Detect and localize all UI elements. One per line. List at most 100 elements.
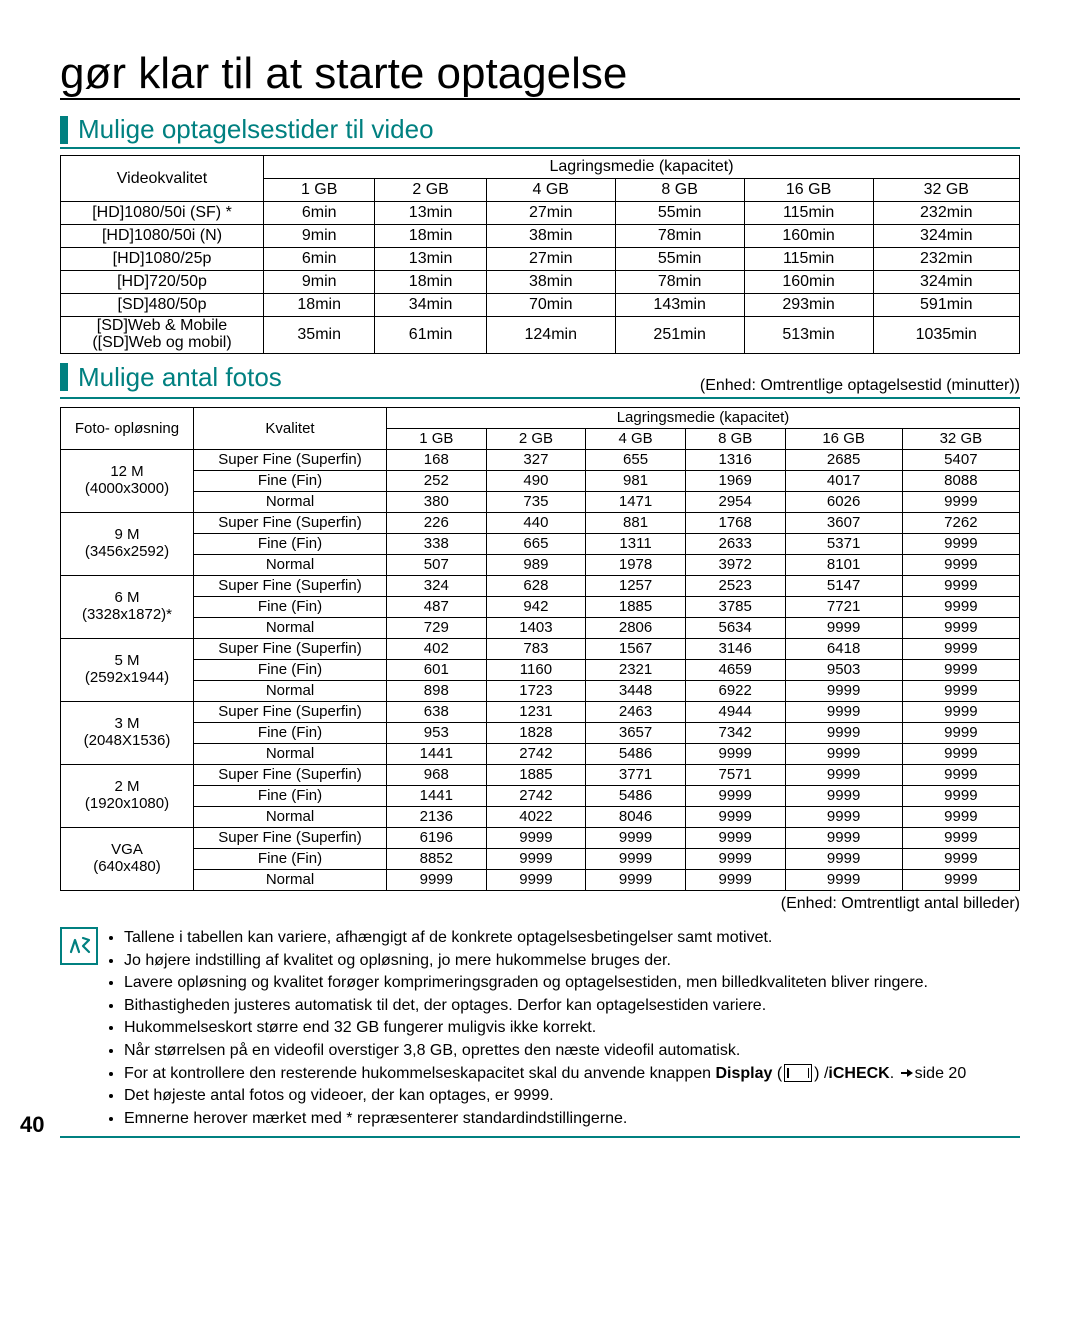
video-quality-cell: [HD]1080/50i (SF) * xyxy=(61,202,264,225)
photo-count-cell: 7342 xyxy=(685,722,785,743)
photo-count-cell: 665 xyxy=(486,533,586,554)
storage-header: Lagringsmedie (kapacitet) xyxy=(264,156,1020,179)
photo-count-cell: 5371 xyxy=(785,533,902,554)
quality-cell: Normal xyxy=(194,491,387,512)
photo-count-cell: 168 xyxy=(387,449,487,470)
photo-count-cell: 9999 xyxy=(902,617,1019,638)
video-heading-text: Mulige optagelsestider til video xyxy=(78,114,434,145)
photo-count-cell: 226 xyxy=(387,512,487,533)
photo-count-cell: 4022 xyxy=(486,806,586,827)
photo-count-cell: 9999 xyxy=(785,764,902,785)
page-title: gør klar til at starte optagelse xyxy=(60,50,1020,100)
photo-res-header: Foto- opløsning xyxy=(61,407,194,449)
video-time-cell: 78min xyxy=(615,225,744,248)
photo-count-cell: 9999 xyxy=(685,785,785,806)
quality-header: Kvalitet xyxy=(194,407,387,449)
photo-count-cell: 487 xyxy=(387,596,487,617)
info-bullet: Emnerne herover mærket med * repræsenter… xyxy=(124,1108,1020,1130)
video-time-cell: 115min xyxy=(744,202,873,225)
info-box: Tallene i tabellen kan variere, afhængig… xyxy=(60,927,1020,1130)
photo-count-cell: 4017 xyxy=(785,470,902,491)
photo-count-cell: 402 xyxy=(387,638,487,659)
photo-count-cell: 638 xyxy=(387,701,487,722)
photo-count-cell: 440 xyxy=(486,512,586,533)
photo-count-cell: 1978 xyxy=(586,554,686,575)
photo-count-cell: 1723 xyxy=(486,680,586,701)
quality-cell: Fine (Fin) xyxy=(194,785,387,806)
video-time-cell: 9min xyxy=(264,225,375,248)
video-quality-cell: [HD]1080/50i (N) xyxy=(61,225,264,248)
display-rect-icon xyxy=(784,1064,812,1082)
quality-cell: Fine (Fin) xyxy=(194,722,387,743)
info-bullet: Når størrelsen på en videofil overstiger… xyxy=(124,1040,1020,1062)
photo-res-cell: 6 M(3328x1872)* xyxy=(61,575,194,638)
capacity-header: 1 GB xyxy=(387,428,487,449)
photo-count-cell: 6026 xyxy=(785,491,902,512)
photo-count-cell: 1231 xyxy=(486,701,586,722)
info-bullet: Hukommelseskort større end 32 GB fungere… xyxy=(124,1017,1020,1039)
photo-count-cell: 9999 xyxy=(902,869,1019,890)
heading-bar-icon xyxy=(60,363,68,391)
photo-count-cell: 9999 xyxy=(902,659,1019,680)
video-quality-cell: [SD]480/50p xyxy=(61,294,264,317)
photo-count-cell: 1160 xyxy=(486,659,586,680)
photo-count-cell: 9999 xyxy=(902,596,1019,617)
photo-res-cell: 9 M(3456x2592) xyxy=(61,512,194,575)
photo-count-cell: 2742 xyxy=(486,743,586,764)
photo-count-cell: 9999 xyxy=(902,764,1019,785)
photo-count-cell: 783 xyxy=(486,638,586,659)
photo-count-cell: 6922 xyxy=(685,680,785,701)
photo-count-cell: 1828 xyxy=(486,722,586,743)
storage-header: Lagringsmedie (kapacitet) xyxy=(387,407,1020,428)
photo-count-cell: 9999 xyxy=(685,848,785,869)
photo-count-cell: 2523 xyxy=(685,575,785,596)
photo-count-cell: 601 xyxy=(387,659,487,680)
photo-count-cell: 655 xyxy=(586,449,686,470)
photo-count-cell: 9999 xyxy=(902,701,1019,722)
video-quality-header: Videokvalitet xyxy=(61,156,264,202)
photo-count-cell: 6196 xyxy=(387,827,487,848)
photo-count-cell: 898 xyxy=(387,680,487,701)
photo-count-cell: 9999 xyxy=(586,869,686,890)
photo-unit-note: (Enhed: Omtrentligt antal billeder) xyxy=(60,895,1020,913)
photo-count-cell: 9999 xyxy=(902,722,1019,743)
photo-count-cell: 5486 xyxy=(586,743,686,764)
quality-cell: Normal xyxy=(194,680,387,701)
quality-cell: Normal xyxy=(194,743,387,764)
capacity-header: 32 GB xyxy=(902,428,1019,449)
photo-count-cell: 3607 xyxy=(785,512,902,533)
photo-count-cell: 490 xyxy=(486,470,586,491)
photo-count-cell: 3771 xyxy=(586,764,686,785)
photo-count-cell: 1969 xyxy=(685,470,785,491)
video-time-cell: 232min xyxy=(873,202,1019,225)
photo-count-cell: 9999 xyxy=(785,617,902,638)
photo-count-cell: 9999 xyxy=(902,806,1019,827)
video-time-cell: 55min xyxy=(615,202,744,225)
quality-cell: Super Fine (Superfin) xyxy=(194,512,387,533)
photo-count-cell: 9999 xyxy=(902,680,1019,701)
photo-count-cell: 507 xyxy=(387,554,487,575)
photo-count-cell: 9999 xyxy=(902,785,1019,806)
photo-count-cell: 881 xyxy=(586,512,686,533)
photo-count-cell: 1885 xyxy=(486,764,586,785)
video-time-cell: 55min xyxy=(615,248,744,271)
photo-count-cell: 2136 xyxy=(387,806,487,827)
video-time-cell: 6min xyxy=(264,202,375,225)
video-time-cell: 78min xyxy=(615,271,744,294)
video-time-cell: 13min xyxy=(375,202,486,225)
photo-count-cell: 9999 xyxy=(785,848,902,869)
video-time-cell: 9min xyxy=(264,271,375,294)
photo-count-cell: 9999 xyxy=(785,869,902,890)
video-time-cell: 6min xyxy=(264,248,375,271)
photo-count-cell: 6418 xyxy=(785,638,902,659)
photo-count-cell: 5634 xyxy=(685,617,785,638)
photo-count-cell: 1403 xyxy=(486,617,586,638)
photo-count-cell: 1441 xyxy=(387,785,487,806)
photo-count-cell: 9999 xyxy=(902,554,1019,575)
video-time-cell: 34min xyxy=(375,294,486,317)
video-time-cell: 232min xyxy=(873,248,1019,271)
photo-count-cell: 9999 xyxy=(387,869,487,890)
photo-count-cell: 3785 xyxy=(685,596,785,617)
info-bullet: Jo højere indstilling af kvalitet og opl… xyxy=(124,950,1020,972)
photo-count-cell: 8088 xyxy=(902,470,1019,491)
